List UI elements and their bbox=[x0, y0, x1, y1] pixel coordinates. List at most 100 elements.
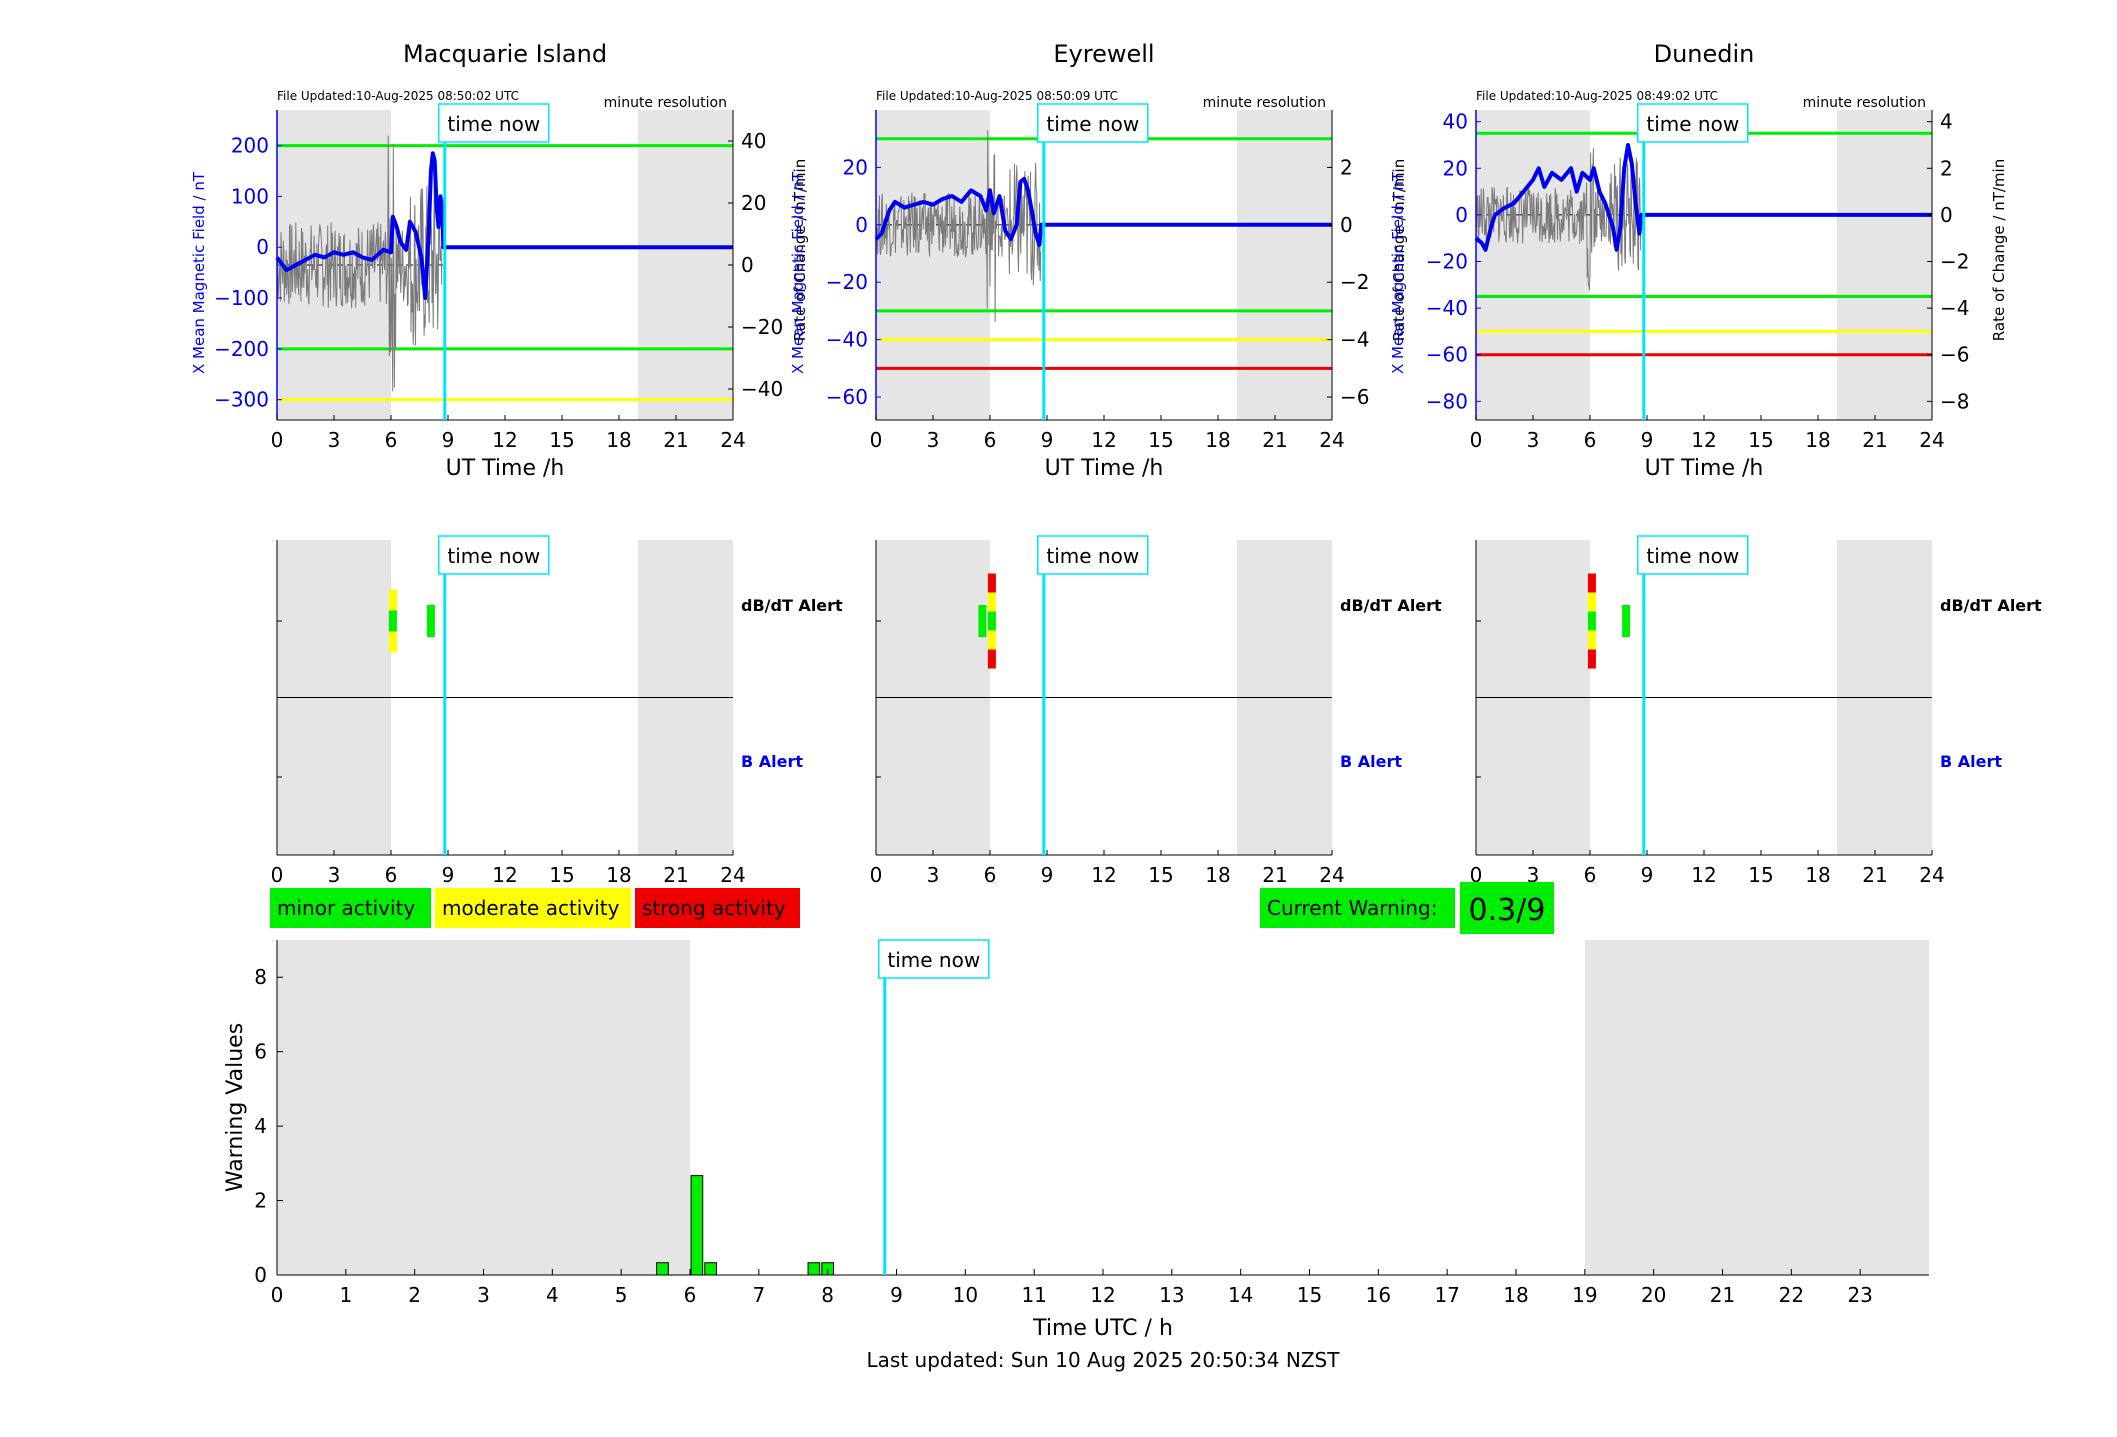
warning-bar bbox=[690, 1175, 704, 1276]
alert-bar-segment bbox=[1587, 592, 1596, 612]
dbdt-alert-label: dB/dT Alert bbox=[1940, 596, 2042, 615]
activity-legend: minor activity moderate activity strong ac… bbox=[270, 888, 800, 928]
y-axis-title-left: X Mean Magnetic Field / nT bbox=[190, 171, 208, 374]
left-tick-label: 20 bbox=[1443, 156, 1468, 180]
x-tick-label: 24 bbox=[1319, 863, 1344, 887]
alert-bar-segment bbox=[426, 605, 435, 637]
alert-bar-segment bbox=[987, 573, 996, 593]
x-tick-label: 9 bbox=[1641, 428, 1654, 452]
x-tick-label: 15 bbox=[1748, 428, 1773, 452]
x-tick-label: 13 bbox=[1159, 1283, 1184, 1307]
alert-bar-segment bbox=[1587, 611, 1596, 631]
x-tick-label: 0 bbox=[1470, 863, 1483, 887]
alert-bar-segment bbox=[1587, 630, 1596, 650]
left-tick-label: 0 bbox=[855, 213, 868, 237]
time-now-box bbox=[1037, 535, 1149, 575]
right-tick-label: −4 bbox=[1340, 328, 1369, 352]
x-axis-title: UT Time /h bbox=[1045, 456, 1164, 481]
current-warning-value: 0.3/9 bbox=[1469, 893, 1546, 928]
x-tick-label: 15 bbox=[1748, 863, 1773, 887]
x-tick-label: 15 bbox=[1148, 428, 1173, 452]
x-tick-label: 12 bbox=[492, 863, 517, 887]
time-now-label: time now bbox=[1046, 112, 1139, 136]
b-alert-label: B Alert bbox=[741, 752, 803, 771]
legend-label: strong activity bbox=[642, 896, 786, 920]
x-tick-label: 18 bbox=[606, 428, 631, 452]
right-tick-label: −4 bbox=[1940, 296, 1969, 320]
y-axis-title-left: X Mean Magnetic Field / nT bbox=[1389, 171, 1407, 374]
x-tick-label: 3 bbox=[328, 863, 341, 887]
right-tick-label: 2 bbox=[1340, 155, 1353, 179]
dbdt-alert-label: dB/dT Alert bbox=[1340, 596, 1442, 615]
night-shading bbox=[1476, 110, 1590, 420]
left-tick-label: 40 bbox=[1443, 110, 1468, 134]
left-tick-label: −40 bbox=[1426, 296, 1468, 320]
x-tick-label: 21 bbox=[1710, 1283, 1735, 1307]
right-tick-label: −6 bbox=[1340, 385, 1369, 409]
b-alert-label: B Alert bbox=[1340, 752, 1402, 771]
x-tick-label: 18 bbox=[1805, 428, 1830, 452]
night-shading bbox=[1837, 110, 1932, 420]
x-tick-label: 6 bbox=[684, 1283, 697, 1307]
x-tick-label: 15 bbox=[549, 863, 574, 887]
y-axis-title-left: X Mean Magnetic Field / nT bbox=[789, 171, 807, 374]
x-tick-label: 15 bbox=[1297, 1283, 1322, 1307]
x-tick-label: 0 bbox=[870, 863, 883, 887]
x-tick-label: 18 bbox=[606, 863, 631, 887]
x-tick-label: 10 bbox=[953, 1283, 978, 1307]
alert-bar-segment bbox=[388, 589, 397, 611]
time-now-box bbox=[878, 939, 990, 979]
x-tick-label: 3 bbox=[477, 1283, 490, 1307]
x-tick-label: 9 bbox=[1641, 863, 1654, 887]
left-tick-label: 0 bbox=[256, 235, 269, 259]
time-now-box bbox=[438, 535, 550, 575]
b-alert-label: B Alert bbox=[1940, 752, 2002, 771]
x-tick-label: 7 bbox=[752, 1283, 765, 1307]
x-tick-label: 1 bbox=[339, 1283, 352, 1307]
x-tick-label: 3 bbox=[1527, 863, 1540, 887]
left-tick-label: −60 bbox=[826, 385, 868, 409]
time-now-label: time now bbox=[447, 112, 540, 136]
legend-swatch bbox=[270, 888, 431, 928]
alert-bar-segment bbox=[987, 611, 996, 631]
x-tick-label: 11 bbox=[1021, 1283, 1046, 1307]
time-now-label: time now bbox=[887, 948, 980, 972]
right-tick-label: 2 bbox=[1940, 156, 1953, 180]
x-tick-label: 21 bbox=[1262, 428, 1287, 452]
left-tick-label: −300 bbox=[214, 388, 269, 412]
x-tick-label: 24 bbox=[1319, 428, 1344, 452]
right-tick-label: 0 bbox=[741, 253, 754, 277]
time-now-box bbox=[438, 103, 550, 143]
right-tick-label: −2 bbox=[1340, 270, 1369, 294]
legend-label: moderate activity bbox=[442, 896, 620, 920]
rate-of-change-trace bbox=[1475, 148, 1642, 291]
x-tick-label: 9 bbox=[1041, 863, 1054, 887]
alert-bar-segment bbox=[1587, 649, 1596, 669]
y-tick-label: 8 bbox=[254, 965, 267, 989]
x-tick-label: 3 bbox=[328, 428, 341, 452]
resolution-label: minute resolution bbox=[1803, 95, 1926, 111]
right-tick-label: 0 bbox=[1940, 203, 1953, 227]
left-tick-label: 100 bbox=[231, 184, 269, 208]
resolution-label: minute resolution bbox=[604, 95, 727, 111]
left-tick-label: 20 bbox=[843, 155, 868, 179]
x-tick-label: 3 bbox=[927, 428, 940, 452]
x-tick-label: 12 bbox=[1091, 863, 1116, 887]
x-tick-label: 24 bbox=[1919, 428, 1944, 452]
file-updated-label: File Updated:10-Aug-2025 08:50:09 UTC bbox=[876, 89, 1118, 103]
x-tick-label: 3 bbox=[927, 863, 940, 887]
x-tick-label: 12 bbox=[1691, 428, 1716, 452]
current-warning-value-box bbox=[1460, 882, 1554, 934]
time-now-box bbox=[1637, 103, 1749, 143]
x-tick-label: 24 bbox=[1919, 863, 1944, 887]
right-tick-label: 20 bbox=[741, 191, 766, 215]
right-tick-label: −2 bbox=[1940, 250, 1969, 274]
field-trace bbox=[874, 176, 1332, 247]
station-panel-1: Eyrewell File Updated:10-Aug-2025 08:50:0… bbox=[789, 40, 1442, 887]
file-updated-label: File Updated:10-Aug-2025 08:50:02 UTC bbox=[277, 89, 519, 103]
right-tick-label: −20 bbox=[741, 315, 783, 339]
legend-swatch bbox=[635, 888, 800, 928]
x-tick-label: 16 bbox=[1366, 1283, 1391, 1307]
left-tick-label: 200 bbox=[231, 134, 269, 158]
